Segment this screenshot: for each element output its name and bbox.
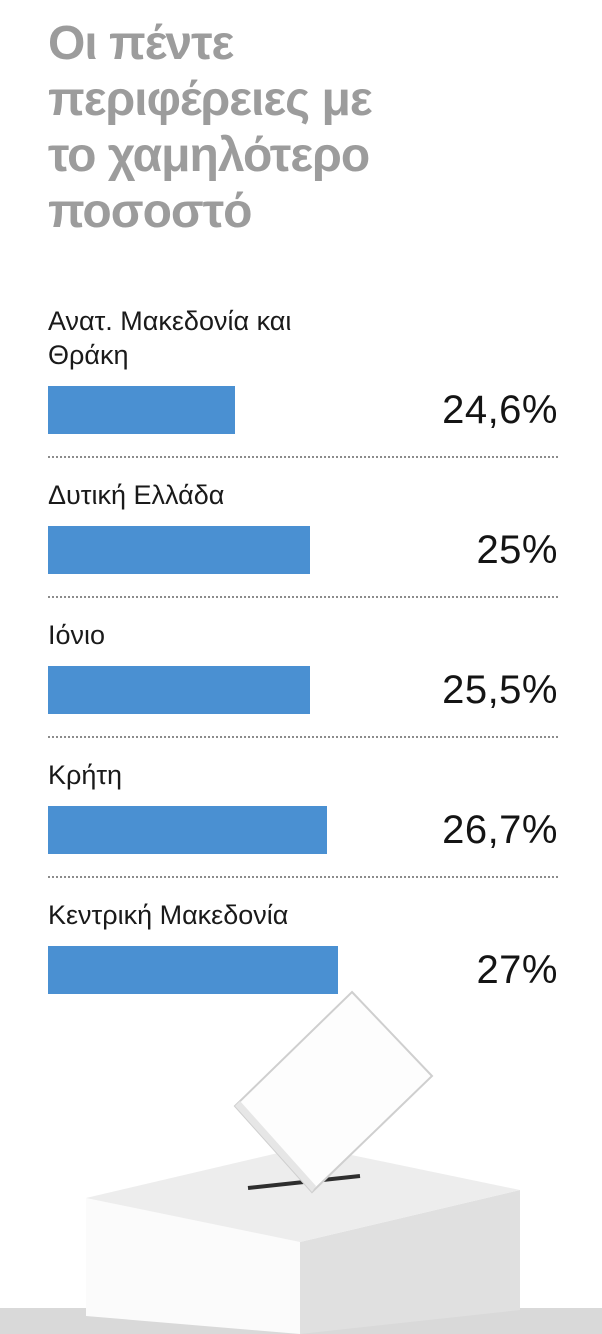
ballot-box-icon bbox=[0, 990, 602, 1334]
ballot-box-side-face bbox=[300, 1190, 520, 1334]
dotted-divider bbox=[48, 456, 558, 458]
region-label: Ιόνιο bbox=[48, 620, 106, 650]
bar-row: Ιόνιο 25,5% bbox=[48, 598, 558, 736]
bar-line: 27% bbox=[48, 946, 558, 994]
region-label: Ανατ. Μακεδονία και Θράκη bbox=[48, 306, 292, 370]
bar-line: 26,7% bbox=[48, 806, 558, 854]
value-label: 27% bbox=[476, 947, 558, 992]
dotted-divider bbox=[48, 596, 558, 598]
title-line-2: περιφέρειες με bbox=[48, 73, 373, 126]
bar-row: Κεντρική Μακεδονία 27% bbox=[48, 878, 558, 1016]
ballot-box-front-face bbox=[86, 1198, 300, 1334]
bar-row: Δυτική Ελλάδα 25% bbox=[48, 458, 558, 596]
dotted-divider bbox=[48, 876, 558, 878]
bar-row: Κρήτη 26,7% bbox=[48, 738, 558, 876]
chart-title: Οι πέντε περιφέρειες με το χαμηλότερο πο… bbox=[48, 16, 558, 240]
percent-bar bbox=[48, 666, 310, 714]
chart-area: Οι πέντε περιφέρειες με το χαμηλότερο πο… bbox=[48, 16, 558, 1016]
percent-bar bbox=[48, 946, 338, 994]
value-label: 26,7% bbox=[442, 807, 558, 852]
bar-line: 25,5% bbox=[48, 666, 558, 714]
value-label: 25,5% bbox=[442, 667, 558, 712]
region-label: Κεντρική Μακεδονία bbox=[48, 900, 289, 930]
ballot-paper-shade bbox=[235, 1101, 316, 1192]
percent-bar bbox=[48, 526, 310, 574]
bar-row: Ανατ. Μακεδονία και Θράκη 24,6% bbox=[48, 284, 558, 456]
title-line-1: Οι πέντε bbox=[48, 17, 234, 70]
ballot-box-top-face bbox=[86, 1146, 520, 1242]
percent-bar bbox=[48, 806, 327, 854]
region-label: Δυτική Ελλάδα bbox=[48, 480, 225, 510]
percent-bar bbox=[48, 386, 235, 434]
dotted-divider bbox=[48, 736, 558, 738]
title-line-3: το χαμηλότερο bbox=[48, 129, 370, 182]
bar-line: 25% bbox=[48, 526, 558, 574]
value-label: 24,6% bbox=[442, 387, 558, 432]
region-label: Κρήτη bbox=[48, 760, 123, 790]
title-line-4: ποσοστό bbox=[48, 185, 252, 238]
value-label: 25% bbox=[476, 527, 558, 572]
bar-line: 24,6% bbox=[48, 386, 558, 434]
